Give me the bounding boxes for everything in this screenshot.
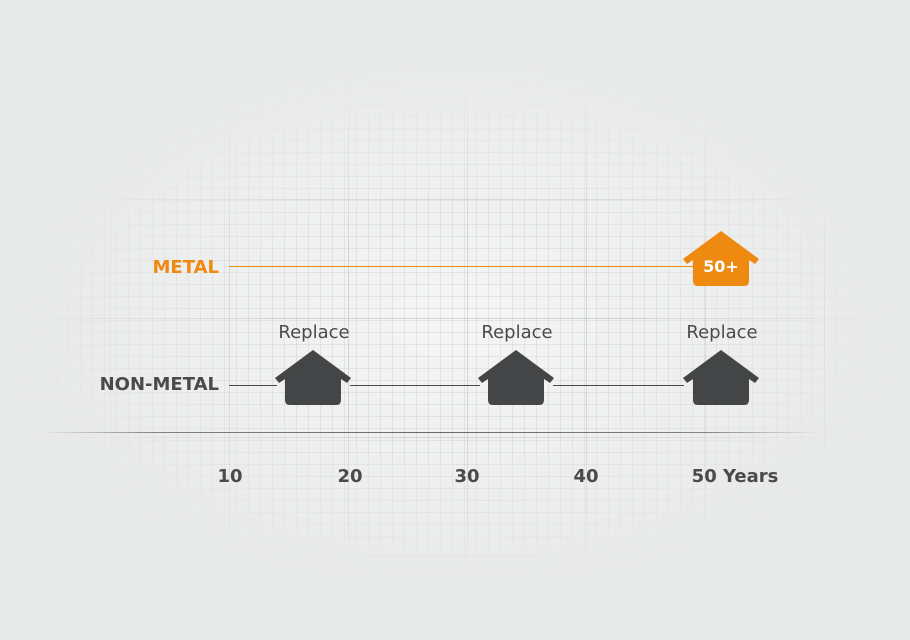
metal-lifespan-badge: 50+	[703, 257, 739, 276]
metal-timeline-line	[229, 266, 699, 267]
non-metal-row-label: NON-METAL	[99, 374, 219, 395]
axis-tick-label: 10	[217, 466, 243, 487]
non-metal-house-icon	[476, 348, 556, 408]
axis-tick-label: 50 Years	[691, 466, 779, 487]
non-metal-timeline-line	[229, 385, 277, 386]
non-metal-timeline-line	[553, 385, 684, 386]
axis-tick-label: 30	[454, 466, 480, 487]
replace-label: Replace	[481, 322, 553, 343]
background-grid-major	[20, 80, 890, 580]
metal-row-label: METAL	[152, 257, 220, 278]
time-axis-line	[40, 432, 820, 433]
axis-tick-label: 20	[337, 466, 363, 487]
background-grid	[20, 80, 890, 580]
metal-house-icon	[681, 229, 761, 289]
background-glow	[40, 60, 870, 580]
replace-label: Replace	[278, 322, 350, 343]
non-metal-timeline-line	[350, 385, 480, 386]
replace-label: Replace	[686, 322, 758, 343]
non-metal-house-icon	[681, 348, 761, 408]
axis-tick-label: 40	[573, 466, 599, 487]
non-metal-house-icon	[273, 348, 353, 408]
